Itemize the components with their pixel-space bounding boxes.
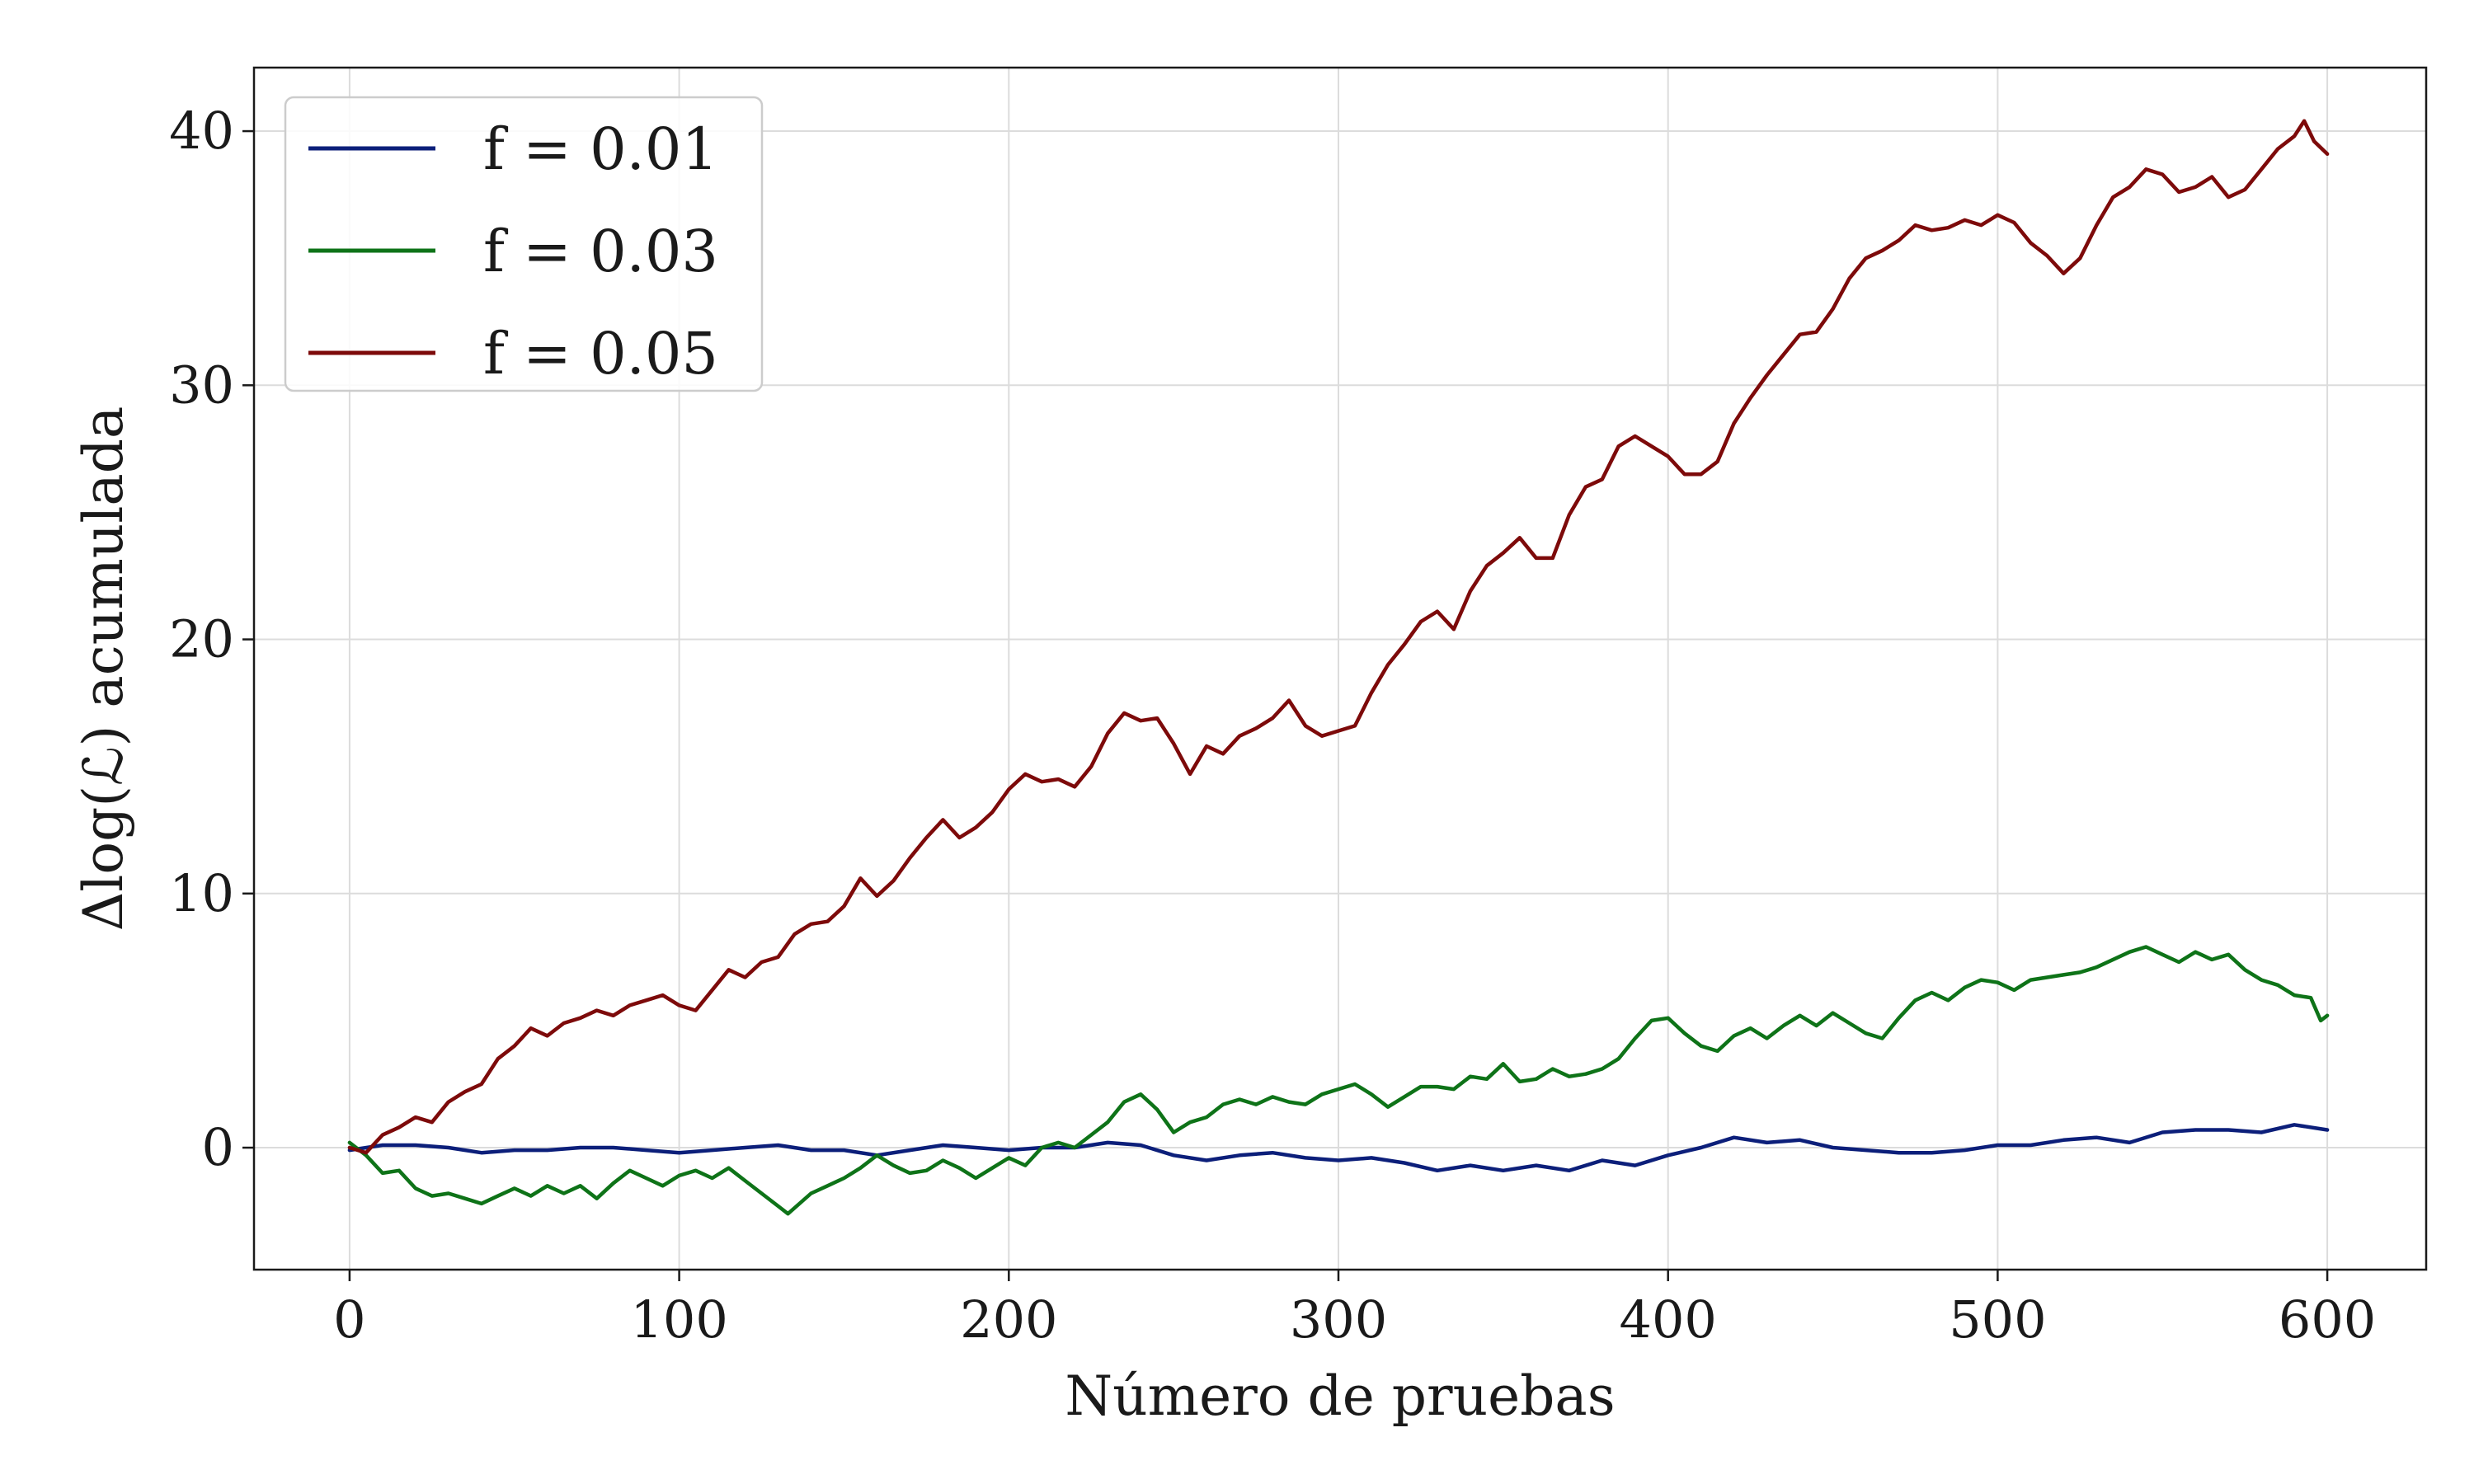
series-layer	[347, 119, 2330, 1216]
y-tick-label: 40	[169, 101, 234, 161]
legend: f = 0.01 f = 0.03 f = 0.05	[284, 96, 764, 392]
legend-label: f = 0.01	[483, 115, 718, 183]
legend-box	[284, 96, 764, 392]
legend-label: f = 0.03	[483, 218, 718, 285]
legend-label: f = 0.05	[483, 320, 718, 387]
x-tick-label: 400	[1620, 1289, 1717, 1350]
x-tick-label: 100	[630, 1289, 727, 1350]
y-axis-label: Δlog(ℒ) acumulada	[72, 406, 135, 932]
x-tick-label: 300	[1290, 1289, 1387, 1350]
plot-frame	[252, 66, 2428, 1271]
y-tick-label: 10	[169, 863, 234, 923]
y-tick-label: 0	[202, 1117, 234, 1177]
series-line-0	[347, 1123, 2330, 1173]
x-tick-label: 200	[960, 1289, 1057, 1350]
x-tick-label: 600	[2279, 1289, 2376, 1350]
series-line-2	[347, 119, 2330, 1155]
x-tick-label: 500	[1949, 1289, 2046, 1350]
series-line-1	[347, 945, 2330, 1216]
x-tick-label: 0	[333, 1289, 365, 1350]
y-tick-label: 30	[169, 355, 234, 415]
x-axis-label: Número de pruebas	[1065, 1364, 1615, 1428]
ticks: 0 100 200 300 400 500 600 0 10 20 30 40	[169, 101, 2376, 1350]
y-tick-label: 20	[169, 609, 234, 669]
